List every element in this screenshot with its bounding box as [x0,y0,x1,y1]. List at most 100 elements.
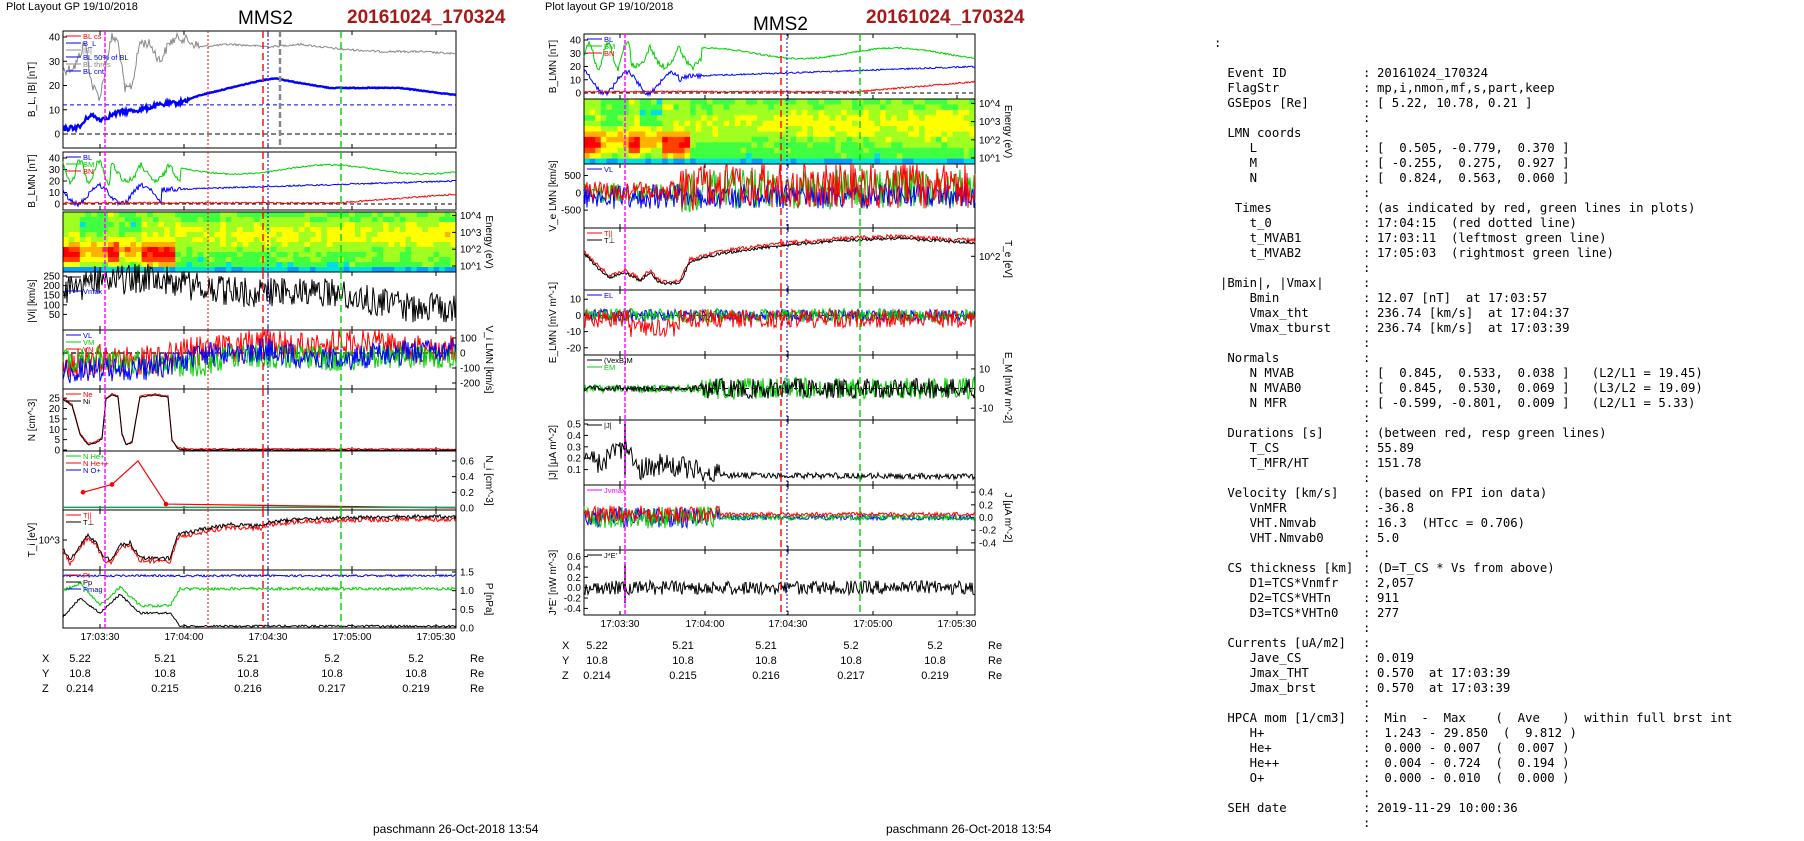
info-value: 0.570 at 17:03:39 [1377,681,1511,695]
left-spectrogram-cell [270,267,277,273]
left-spectrogram-cell [225,257,232,263]
right-spectrogram-cell [600,109,607,116]
left-spectrogram-cell [141,237,148,243]
left-spectrogram-cell [113,252,120,258]
left-spectrogram-cell [63,267,70,273]
left-spectrogram-cell [242,247,249,253]
right-spectrogram-cell [751,115,758,122]
left-time-tick-label: 17:05:30 [417,632,456,643]
left-spectrogram-cell [63,232,70,238]
info-key: N [1220,171,1258,185]
left-spectrogram-cell [287,247,294,253]
left-spectrogram-cell [394,237,401,243]
left-spectrogram-cell [326,222,333,228]
left-spectrogram-cell [360,262,367,268]
right-spectrogram-cell [667,120,674,127]
left-spectrogram-cell [416,262,423,268]
right-spectrogram-cell [757,142,764,149]
left-spectrogram-cell [135,222,143,228]
left-spectrogram-cell [315,257,322,263]
right-spectrogram-cell [611,126,619,132]
right-jl-series [583,504,976,524]
left-spectrogram-cell [444,227,451,233]
info-key: Vmax_tburst [1220,321,1332,335]
right-spectrogram-cell [651,109,658,116]
left-spectrogram-cell [91,232,98,238]
right-spectrogram-cell [757,131,764,138]
left-legend-label: BL thres [83,60,111,69]
info-value: (as indicated by red, green lines in plo… [1377,201,1696,215]
right-spectrogram-cell [857,147,864,154]
right-spectrogram-cell [611,136,619,143]
right-spectrogram-cell [846,147,853,154]
right-spectrogram-cell [662,142,669,149]
left-spectrogram-cell [293,247,300,253]
right-spectrogram-cell [656,109,663,116]
info-row: Jmax_brst:0.570 at 17:03:39 [1220,681,1511,696]
right-y-tick-label: 30 [570,49,582,60]
left-spectrogram-cell [433,227,440,233]
right-spectrogram-cell [695,147,702,154]
left-spectrogram-cell [450,247,457,253]
right-spectrogram-cell [645,115,652,122]
right-spectrogram-cell [751,131,758,138]
right-spectrogram-cell [589,131,596,138]
left-legend-label: BL cnt [83,67,105,76]
right-spectrogram-cell [868,99,875,105]
left-spectrogram-cell [366,227,373,233]
right-spectrogram-cell [969,115,976,122]
left-vi_lmn-ylabel: V_i LMN [km/s] [483,326,494,394]
left-y-tick-label: 0 [460,349,466,360]
right-spectrogram-cell [634,120,641,127]
right-spectrogram-cell [852,120,859,127]
left-spectrogram-cell [371,222,378,228]
right-spectrogram-cell [673,147,680,154]
left-spectrogram-cell [444,232,451,238]
left-spectrogram-cell [383,217,390,223]
right-spectrogram-cell [790,147,797,154]
left-spectrogram-cell [371,257,378,263]
left-spectrogram-cell [354,262,362,268]
right-spectrogram-cell [801,126,808,132]
left-spectrogram-cell [253,212,260,218]
right-spectrogram-cell [734,142,741,149]
left-spectrogram-cell [321,252,328,258]
right-spectrogram-cell [768,109,775,116]
left-spectrogram-cell [253,257,260,263]
left-spectrogram-cell [399,267,406,273]
right-spectrogram-cell [651,153,658,160]
right-spectrogram-cell [874,104,881,111]
left-spectrogram-cell [270,247,277,253]
right-spectrogram-cell [734,136,741,143]
right-spectrogram-cell [963,147,970,154]
right-spectrogram-cell [673,126,680,132]
info-row: SEH date:2019-11-29 10:00:36 [1220,801,1517,816]
left-spectrogram-cell [141,252,148,258]
left-y-tick-label: 20 [49,177,61,188]
left-spectrogram-frame [62,211,457,273]
right-spectrogram-cell [584,142,591,149]
right-spectrogram-cell [941,99,948,105]
right-spectrogram-cell [919,147,926,154]
right-spectrogram-cell [891,158,898,165]
right-spectrogram-cell [757,120,764,127]
right-spectrogram-cell [656,104,663,111]
right-spectrogram-cell [807,120,814,127]
right-spectrogram-cell [924,104,931,111]
right-spectrogram-cell [790,126,797,132]
right-spectrogram-cell [673,136,680,143]
left-spectrogram-cell [186,217,193,223]
left-spectrogram-cell [237,242,244,248]
right-spectrogram-cell [863,147,870,154]
left-spectrogram-cell [231,242,238,248]
left-spectrogram-cell [276,217,283,223]
left-spectrogram-cell [74,217,81,223]
left-spectrogram-cell [416,227,423,233]
right-spectrogram-cell [773,109,780,116]
left-y-tick-label: 0.6 [460,456,474,467]
right-spectrogram-cell [818,109,825,116]
right-spectrogram-cell [857,120,864,127]
left-spectrogram-cell [439,257,446,263]
left-spectrogram-cell [444,257,451,263]
left-spectrogram-cell [399,237,406,243]
